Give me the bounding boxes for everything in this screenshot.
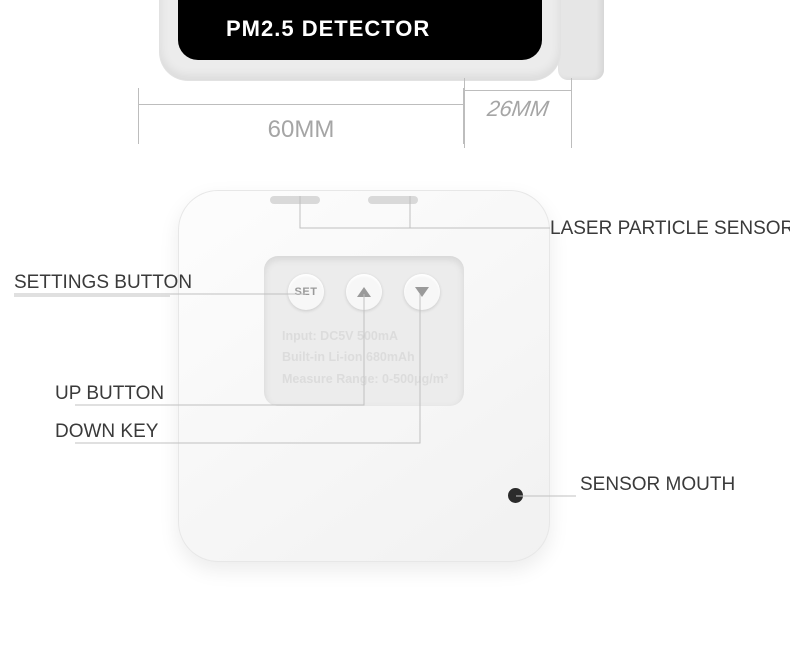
- set-button-label: SET: [295, 286, 318, 298]
- triangle-down-icon: [415, 287, 429, 297]
- screen-label: PM2.5 DETECTOR: [226, 16, 430, 42]
- vent-slot: [270, 196, 320, 204]
- down-button[interactable]: [404, 274, 440, 310]
- set-button[interactable]: SET: [288, 274, 324, 310]
- device-side-edge: [558, 0, 604, 80]
- spec-line: Input: DC5V 500mA: [282, 326, 454, 347]
- vent-slot: [368, 196, 418, 204]
- control-panel: SET Input: DC5V 500mA Built-in Li-ion 68…: [264, 256, 464, 406]
- device-back: SET Input: DC5V 500mA Built-in Li-ion 68…: [178, 190, 550, 562]
- device-front-cropped: PM2.5 DETECTOR: [160, 0, 560, 80]
- callout-sensor-mouth: SENSOR MOUTH: [580, 474, 735, 496]
- spec-line: Built-in Li-ion 680mAh: [282, 347, 454, 368]
- callout-up-button: UP BUTTON: [55, 383, 164, 405]
- dimension-width: 60MM: [138, 88, 464, 144]
- sensor-mouth-hole: [508, 488, 523, 503]
- dimension-width-label: 60MM: [138, 116, 464, 144]
- spec-line: Measure Range: 0-500μg/m³: [282, 369, 454, 390]
- spec-text-block: Input: DC5V 500mA Built-in Li-ion 680mAh…: [282, 326, 454, 390]
- triangle-up-icon: [357, 287, 371, 297]
- callout-settings-button: SETTINGS BUTTON: [14, 272, 192, 294]
- callout-down-key: DOWN KEY: [55, 421, 158, 443]
- up-button[interactable]: [346, 274, 382, 310]
- dimension-depth-label: 26MM: [462, 96, 574, 122]
- dimension-depth: 26MM: [464, 78, 572, 148]
- device-screen: PM2.5 DETECTOR: [178, 0, 542, 60]
- callout-laser-sensor: LASER PARTICLE SENSOR: [550, 218, 790, 240]
